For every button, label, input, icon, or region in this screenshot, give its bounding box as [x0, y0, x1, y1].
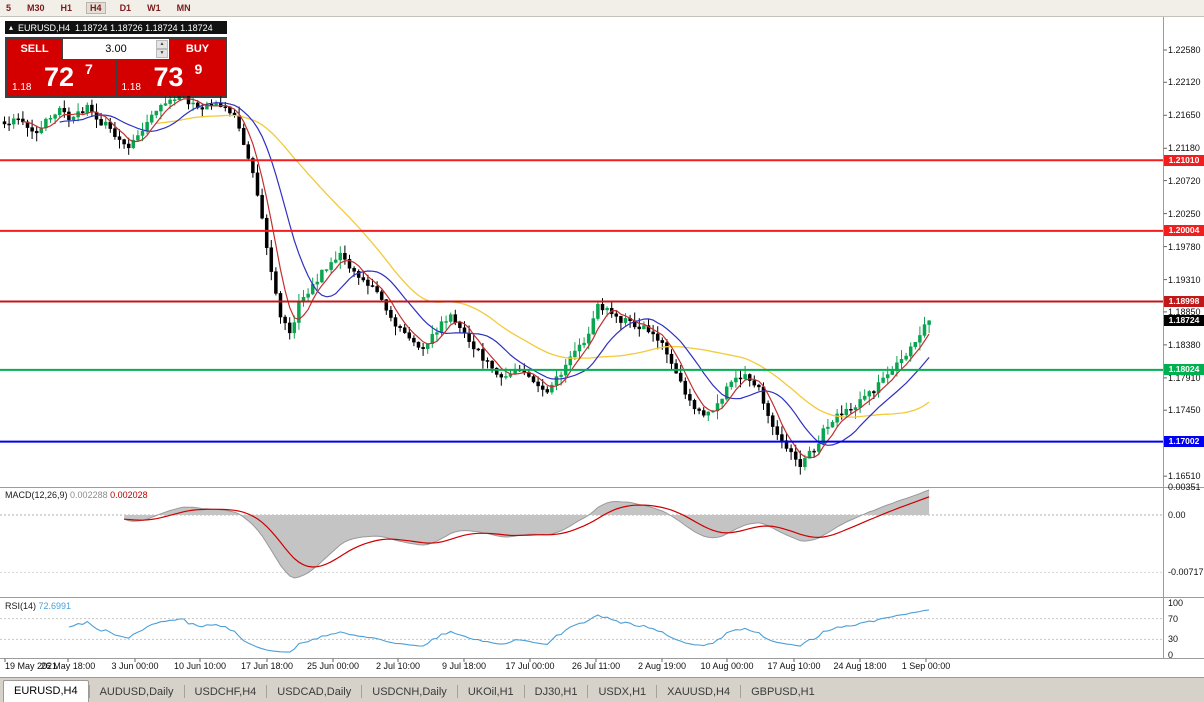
ma-mid-blue-line — [59, 102, 930, 446]
tab-usdcad-daily[interactable]: USDCAD,Daily — [277, 686, 352, 698]
rsi-indicator-label: RSI(14) 72.6991 — [5, 601, 71, 611]
macd-main-value: 0.002288 — [70, 490, 108, 500]
macd-name: MACD(12,26,9) — [5, 490, 68, 500]
tab-separator — [523, 685, 525, 698]
tab-separator — [587, 685, 589, 698]
timeframe-toolbar: 5 M30 H1 H4 D1 W1 MN — [0, 0, 1204, 17]
tab-usdcnh-daily[interactable]: USDCNH,Daily — [372, 686, 447, 698]
tf-button-d1[interactable]: D1 — [119, 3, 132, 13]
macd-indicator-label: MACD(12,26,9) 0.002288 0.002028 — [5, 490, 148, 500]
rsi-name: RSI(14) — [5, 601, 37, 611]
ma-fast-red-line — [22, 98, 930, 459]
volume-value: 3.00 — [105, 43, 127, 55]
ask-big-digits: 73 — [153, 62, 184, 92]
rsi-panel — [0, 609, 1163, 653]
tf-button-h1[interactable]: H1 — [60, 3, 73, 13]
rsi-line — [68, 609, 930, 653]
macd-panel — [0, 489, 1163, 579]
tab-separator — [88, 685, 90, 698]
volume-input[interactable]: 3.00 ▲ ▼ — [63, 39, 169, 59]
ask-prefix: 1.18 — [121, 82, 141, 93]
buy-button[interactable]: BUY — [170, 39, 225, 59]
tab-separator — [740, 685, 742, 698]
tf-button-h4[interactable]: H4 — [86, 2, 106, 14]
tab-dj30-h1[interactable]: DJ30,H1 — [534, 686, 578, 698]
bid-quote[interactable]: 1.18 72 7 — [7, 60, 116, 96]
tab-separator — [266, 685, 268, 698]
tab-separator — [183, 685, 185, 698]
tab-separator — [456, 685, 458, 698]
volume-down-button[interactable]: ▼ — [156, 49, 168, 58]
tab-usdchf-h4[interactable]: USDCHF,H4 — [194, 686, 257, 698]
ask-pip-digit: 9 — [194, 61, 203, 77]
tf-button-5[interactable]: 5 — [6, 3, 12, 13]
chart-tabs-bar: EURUSD,H4 AUDUSD,Daily USDCHF,H4 USDCAD,Dai… — [0, 677, 1204, 702]
macd-main-line — [123, 489, 930, 579]
volume-up-button[interactable]: ▲ — [156, 40, 168, 49]
tf-button-m30[interactable]: M30 — [27, 3, 45, 13]
sell-button[interactable]: SELL — [7, 39, 62, 59]
candlestick-series — [2, 86, 931, 475]
tab-separator — [361, 685, 363, 698]
tab-ukoil-h1[interactable]: UKOil,H1 — [467, 686, 514, 698]
volume-spinner: ▲ ▼ — [156, 40, 168, 58]
macd-signal-line — [124, 496, 930, 568]
tab-separator — [656, 685, 658, 698]
bid-pip-digit: 7 — [85, 61, 93, 77]
tf-button-w1[interactable]: W1 — [147, 3, 161, 13]
bid-big-digits: 72 — [44, 62, 75, 92]
chart-ohlc-values: 1.18724 1.18726 1.18724 1.18724 — [75, 22, 213, 33]
bid-prefix: 1.18 — [12, 82, 32, 93]
rsi-value: 72.6991 — [38, 601, 72, 611]
chart-title-bar: ▴ EURUSD,H4 1.18724 1.18726 1.18724 1.18… — [5, 21, 227, 34]
chart-symbol-label: EURUSD,H4 — [18, 22, 71, 33]
tab-eurusd-h4[interactable]: EURUSD,H4 — [3, 680, 89, 702]
tab-gbpusd-h1[interactable]: GBPUSD,H1 — [751, 686, 815, 698]
one-click-trading-panel: SELL 3.00 ▲ ▼ BUY 1.18 72 7 1.18 73 9 — [5, 37, 227, 98]
tab-audusd-daily[interactable]: AUDUSD,Daily — [99, 686, 174, 698]
expand-arrow-icon[interactable]: ▴ — [9, 23, 14, 32]
tab-xauusd-h4[interactable]: XAUUSD,H4 — [667, 686, 731, 698]
ask-quote[interactable]: 1.18 73 9 — [116, 60, 225, 96]
tf-button-mn[interactable]: MN — [176, 3, 191, 13]
tab-usdx-h1[interactable]: USDX,H1 — [598, 686, 647, 698]
macd-signal-value: 0.002028 — [110, 490, 148, 500]
ma-slow-yellow-line — [156, 114, 930, 418]
